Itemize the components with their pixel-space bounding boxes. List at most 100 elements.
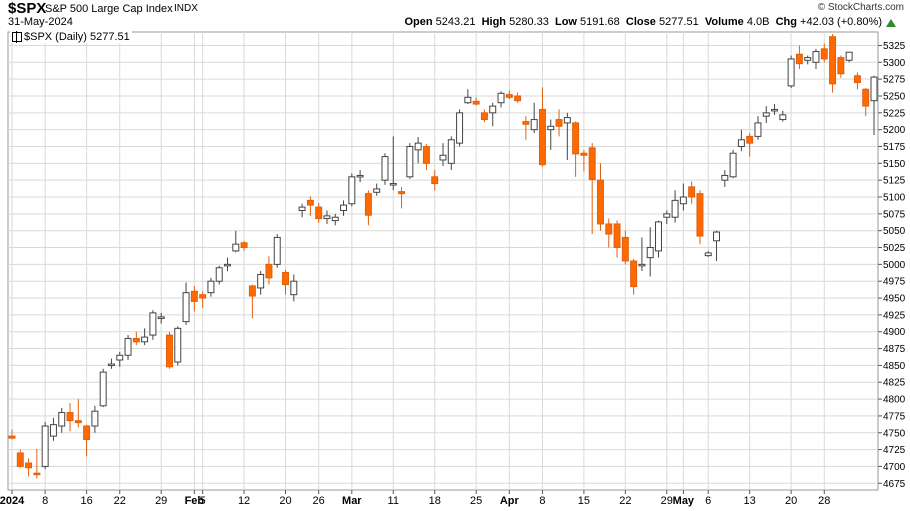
exchange: INDX bbox=[174, 3, 198, 14]
y-tick-label: 5100 bbox=[883, 193, 906, 204]
candle-body bbox=[812, 51, 820, 63]
candle-body bbox=[107, 363, 115, 367]
candle-body bbox=[157, 316, 165, 319]
candle-body bbox=[340, 204, 348, 211]
high-label: High bbox=[481, 16, 507, 28]
x-tick-label: 25 bbox=[470, 495, 482, 507]
y-tick-label: 5250 bbox=[883, 91, 906, 102]
candle-body bbox=[74, 420, 82, 424]
chart-legend: $SPX (Daily) 5277.51 bbox=[10, 31, 132, 43]
y-tick-label: 4825 bbox=[883, 378, 906, 389]
candle-body bbox=[820, 48, 828, 60]
y-tick-label: 5200 bbox=[883, 125, 906, 136]
candle-body bbox=[688, 186, 696, 198]
candle-body bbox=[804, 57, 812, 61]
y-tick-label: 5150 bbox=[883, 159, 906, 170]
candle-body bbox=[762, 112, 770, 117]
candle-body bbox=[240, 242, 248, 249]
candle-body bbox=[646, 247, 654, 259]
low-label: Low bbox=[554, 16, 577, 28]
candle-body bbox=[746, 135, 754, 144]
up-triangle-icon bbox=[886, 19, 896, 27]
y-tick-label: 5125 bbox=[883, 176, 906, 187]
candle-body bbox=[588, 147, 596, 181]
candle-body bbox=[638, 263, 646, 267]
candle-body bbox=[41, 425, 49, 467]
candle-body bbox=[779, 114, 787, 121]
candle-body bbox=[547, 125, 555, 131]
candle-body bbox=[671, 199, 679, 218]
x-tick-label: 15 bbox=[578, 495, 590, 507]
candle-body bbox=[737, 139, 745, 148]
candle-body bbox=[174, 327, 182, 363]
y-tick-label: 4750 bbox=[883, 428, 906, 439]
candle-body bbox=[464, 96, 472, 104]
close-label: Close bbox=[625, 16, 656, 28]
x-tick-label: 5 bbox=[200, 495, 206, 507]
candle-body bbox=[729, 152, 737, 178]
candle-body bbox=[116, 354, 124, 361]
candle-body bbox=[787, 58, 795, 87]
candle-body bbox=[215, 267, 223, 282]
x-tick-label: 20 bbox=[785, 495, 797, 507]
x-tick-label: 13 bbox=[744, 495, 756, 507]
candle-body bbox=[472, 100, 480, 105]
chg-value: +42.03 (+0.80%) bbox=[800, 16, 882, 28]
candlestick-icon bbox=[12, 31, 22, 43]
candle-body bbox=[613, 223, 621, 249]
y-tick-label: 5225 bbox=[883, 108, 906, 119]
x-tick-label: 12 bbox=[238, 495, 250, 507]
low-value: 5191.68 bbox=[580, 16, 620, 28]
candle-body bbox=[406, 146, 414, 178]
candle-body bbox=[422, 146, 430, 164]
x-tick-label: 20 bbox=[279, 495, 291, 507]
candle-body bbox=[754, 122, 762, 137]
x-tick-label: 6 bbox=[705, 495, 711, 507]
y-tick-label: 5025 bbox=[883, 243, 906, 254]
candle-body bbox=[713, 231, 721, 242]
x-tick-label: 8 bbox=[539, 495, 545, 507]
y-tick-label: 5050 bbox=[883, 226, 906, 237]
candle-body bbox=[431, 176, 439, 185]
candle-body bbox=[555, 119, 563, 127]
candle-body bbox=[704, 252, 712, 257]
candle-body bbox=[414, 142, 422, 151]
y-tick-label: 4875 bbox=[883, 344, 906, 355]
candle-body bbox=[265, 263, 273, 279]
candle-body bbox=[721, 174, 729, 181]
x-tick-label: 2024 bbox=[0, 495, 25, 507]
candle-body bbox=[149, 312, 157, 336]
candle-body bbox=[257, 273, 265, 289]
y-tick-label: 4775 bbox=[883, 411, 906, 422]
candle-body bbox=[679, 196, 687, 205]
candle-body bbox=[596, 179, 604, 225]
candle-body bbox=[190, 290, 198, 302]
y-tick-label: 4900 bbox=[883, 327, 906, 338]
x-tick-label: 28 bbox=[818, 495, 830, 507]
candle-body bbox=[182, 292, 190, 323]
credit-link[interactable]: © StockCharts.com bbox=[817, 2, 904, 13]
x-tick-label: 8 bbox=[42, 495, 48, 507]
candle-body bbox=[456, 112, 464, 144]
x-tick-label: Mar bbox=[342, 495, 362, 507]
candle-body bbox=[373, 188, 381, 193]
x-tick-label: Apr bbox=[500, 495, 520, 507]
candle-body bbox=[348, 176, 356, 205]
open-value: 5243.21 bbox=[435, 16, 476, 28]
y-tick-label: 5300 bbox=[883, 58, 906, 69]
candle-body bbox=[248, 285, 256, 297]
candle-body bbox=[489, 105, 497, 114]
candle-body bbox=[795, 53, 803, 65]
candle-body bbox=[91, 410, 99, 427]
candle-body bbox=[8, 435, 16, 439]
candle-body bbox=[381, 156, 389, 181]
candle-body bbox=[282, 271, 290, 286]
y-tick-label: 5175 bbox=[883, 142, 906, 153]
x-tick-label: 22 bbox=[619, 495, 631, 507]
y-tick-label: 4950 bbox=[883, 294, 906, 305]
candle-body bbox=[165, 334, 173, 368]
y-tick-label: 4975 bbox=[883, 277, 906, 288]
candle-body bbox=[447, 139, 455, 164]
y-tick-label: 5275 bbox=[883, 75, 906, 86]
volume-value: 4.0B bbox=[746, 16, 770, 28]
